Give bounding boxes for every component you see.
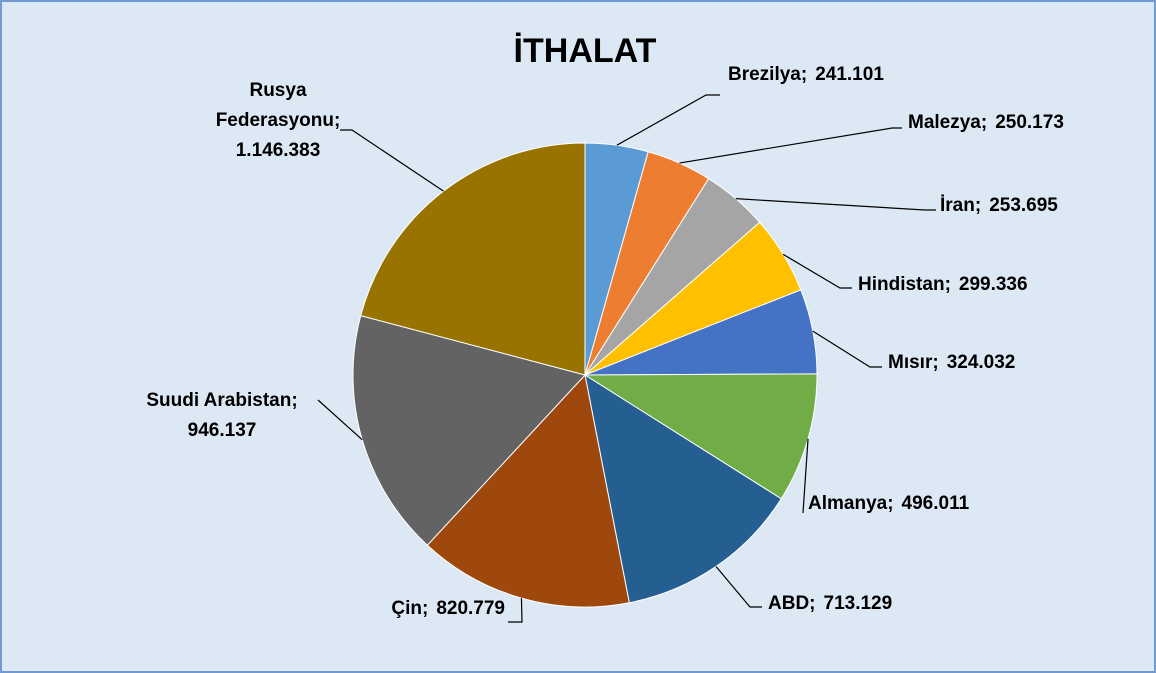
label-part: 253.695 [989, 195, 1058, 216]
label-part: 1.146.383 [236, 140, 321, 161]
pie-slice [584, 373, 782, 604]
label-part: ; [809, 593, 815, 614]
label-part: ; [945, 274, 951, 295]
label-part: 299.336 [959, 274, 1028, 295]
leader-line [715, 566, 762, 608]
label-part: 496.011 [902, 493, 970, 514]
leader-line [735, 198, 936, 211]
label-part: ; [334, 110, 340, 131]
leader-line [340, 129, 444, 192]
label-part: Çin [391, 598, 422, 619]
label-part: ; [422, 598, 428, 619]
data-label: Brezilya; 241.101 [728, 64, 884, 85]
label-part: 946.137 [188, 420, 257, 441]
data-label: Hindistan; 299.336 [858, 274, 1028, 295]
data-label: Suudi Arabistan; 946.137 [146, 390, 297, 441]
label-part: 241.101 [815, 64, 884, 85]
label-part: ; [932, 352, 938, 373]
label-part: Malezya [908, 112, 981, 133]
pie-slice [352, 314, 586, 546]
leader-line [802, 438, 809, 514]
leader-line [679, 127, 902, 164]
label-part: Brezilya [728, 64, 801, 85]
leader-line [508, 598, 523, 623]
data-label: Mısır; 324.032 [888, 352, 1015, 373]
label-part: Suudi Arabistan [146, 390, 291, 411]
label-part: Hindistan [858, 274, 945, 295]
data-label: İran; 253.695 [940, 195, 1058, 216]
label-part: ; [981, 112, 987, 133]
label-part: Almanya [808, 493, 888, 514]
leader-line [812, 330, 882, 368]
leader-line [317, 399, 363, 441]
data-label: Almanya; 496.011 [808, 493, 970, 514]
label-part: Rusya [249, 80, 306, 101]
leader-line [782, 253, 852, 289]
label-part: ABD [768, 593, 809, 614]
label-part: ; [887, 493, 893, 514]
label-part: ; [975, 195, 981, 216]
data-label: Çin; 820.779 [391, 598, 505, 619]
label-part: Mısır [888, 352, 933, 373]
label-part: ; [291, 390, 297, 411]
label-part: İran [940, 195, 975, 216]
label-part: ; [801, 64, 807, 85]
leader-line [616, 94, 720, 146]
label-part: 324.032 [947, 352, 1016, 373]
label-part: 250.173 [995, 112, 1064, 133]
data-label: Rusya Federasyonu; 1.146.383 [216, 80, 341, 161]
label-part: Federasyonu [216, 110, 334, 131]
pie-slice [583, 373, 818, 500]
label-part: 820.779 [436, 598, 505, 619]
data-label: ABD; 713.129 [768, 593, 892, 614]
data-label: Malezya; 250.173 [908, 112, 1064, 133]
label-part: 713.129 [824, 593, 893, 614]
chart-title: İTHALAT [514, 32, 657, 70]
